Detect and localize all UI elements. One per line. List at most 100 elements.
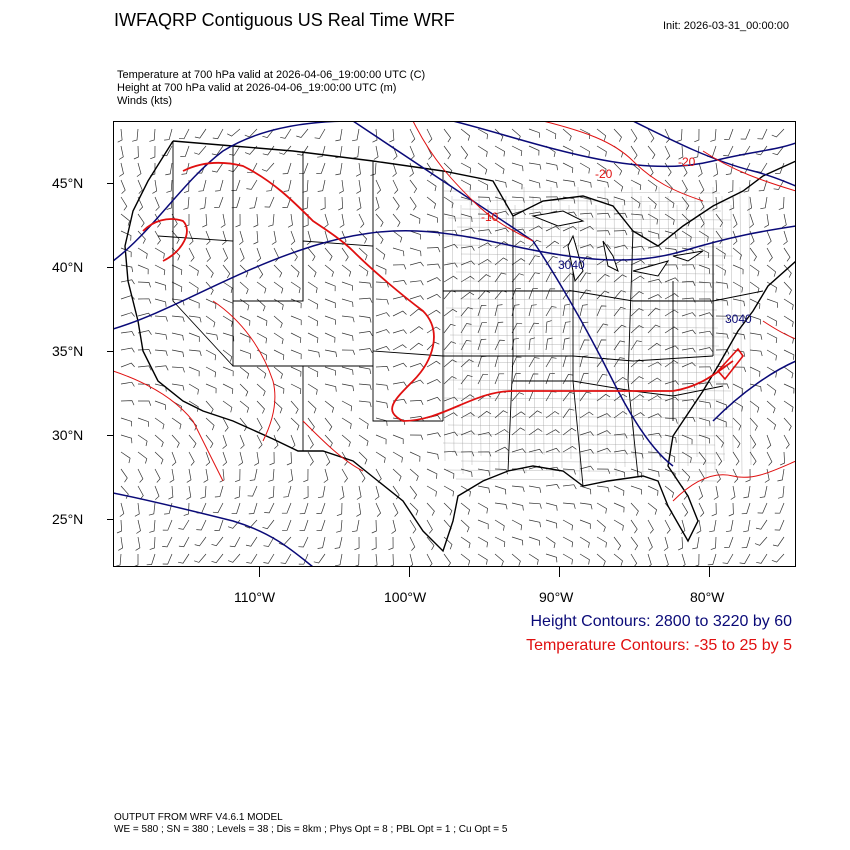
wind-barb — [749, 230, 755, 245]
wind-barb — [764, 213, 769, 228]
wind-barb — [212, 502, 224, 514]
wind-barb — [579, 162, 590, 174]
wind-barb — [222, 247, 229, 262]
wind-barb — [579, 373, 589, 385]
wind-barb — [698, 485, 704, 500]
wind-barb — [409, 342, 424, 351]
county-line — [577, 186, 581, 482]
wind-barb — [783, 298, 794, 310]
wind-barb — [222, 383, 234, 394]
wind-barb — [676, 128, 683, 142]
wind-barb — [749, 434, 757, 449]
wind-barb — [341, 417, 352, 429]
wind-barb — [545, 536, 556, 549]
wind-barb — [256, 281, 267, 294]
wind-barb — [732, 213, 738, 228]
wind-barb — [613, 502, 625, 513]
wind-barb — [630, 519, 638, 534]
wind-barb — [698, 434, 711, 444]
wind-barb — [256, 417, 263, 432]
wind-barb — [134, 502, 140, 517]
wind-barb — [579, 321, 589, 334]
wind-barb — [562, 225, 577, 232]
wind-barb — [460, 275, 475, 283]
wind-barb — [307, 247, 316, 262]
wind-barb — [562, 445, 577, 453]
wind-barb — [392, 179, 399, 194]
wind-barb — [278, 536, 292, 546]
wind-barb — [171, 264, 183, 275]
wind-barb — [579, 128, 591, 140]
county-line — [457, 388, 732, 392]
wind-barb — [313, 553, 326, 564]
wind-barb — [766, 315, 778, 327]
wind-barb — [698, 247, 710, 259]
county-line — [452, 406, 733, 410]
wind-barb — [460, 536, 471, 549]
wind-barb — [137, 196, 144, 211]
wind-barb — [358, 468, 366, 483]
wind-barb — [779, 451, 785, 466]
wind-barb — [528, 128, 540, 138]
wind-barb — [371, 536, 377, 551]
wind-barb — [511, 519, 523, 531]
wind-barb — [774, 502, 785, 514]
wind-barb — [374, 485, 380, 500]
wind-barb — [528, 390, 539, 402]
wind-barb — [256, 264, 264, 279]
wind-barb — [214, 485, 224, 498]
wind-barb — [409, 434, 424, 440]
height-label-1: 3040 — [558, 258, 585, 272]
wind-barb — [352, 128, 360, 142]
wind-barb — [307, 281, 318, 293]
wind-barb — [372, 553, 378, 567]
wind-barb — [664, 485, 675, 498]
wind-barb — [229, 536, 241, 548]
wind-barb — [196, 519, 207, 531]
wind-barb — [222, 451, 228, 466]
county-line — [658, 186, 662, 463]
wind-barb — [171, 213, 178, 228]
wind-barb — [205, 400, 214, 414]
wind-barb — [324, 298, 336, 308]
wind-barb — [494, 410, 508, 419]
wind-barb — [171, 315, 185, 322]
wind-barb — [290, 247, 298, 262]
wind-barb — [681, 502, 689, 517]
wind-barb — [732, 264, 744, 275]
wind-barb — [749, 349, 763, 357]
wind-barb — [528, 225, 543, 232]
wind-barb — [298, 553, 309, 565]
wind-barb — [528, 239, 542, 249]
wind-barb — [154, 434, 164, 448]
wind-barb — [426, 309, 441, 317]
wind-barb — [545, 288, 556, 300]
map-frame — [113, 121, 796, 567]
wind-barb — [562, 502, 576, 509]
wind-barb — [370, 162, 377, 176]
wind-barb — [231, 502, 241, 515]
wind-barb — [693, 553, 700, 567]
wind-barb — [426, 341, 440, 351]
county-line — [685, 186, 689, 467]
wind-barb — [120, 279, 135, 285]
wind-barb — [647, 502, 658, 515]
wind-barb — [307, 332, 319, 343]
wind-barb — [579, 465, 594, 471]
wind-barb — [273, 349, 285, 360]
wind-barb — [194, 145, 207, 155]
wind-barb — [477, 179, 489, 191]
wind-barb — [200, 485, 207, 499]
county-line — [676, 204, 680, 476]
wind-barb — [358, 451, 368, 465]
temp-label-2: -20 — [595, 167, 613, 181]
wind-barb — [211, 162, 224, 173]
wind-barb — [120, 331, 135, 337]
wind-barb — [774, 519, 785, 531]
county-line — [452, 199, 731, 203]
wind-barb — [494, 145, 505, 157]
wind-barb — [443, 128, 452, 143]
wind-barb — [773, 179, 785, 190]
wind-barb — [579, 485, 592, 495]
wind-barb — [324, 281, 336, 292]
